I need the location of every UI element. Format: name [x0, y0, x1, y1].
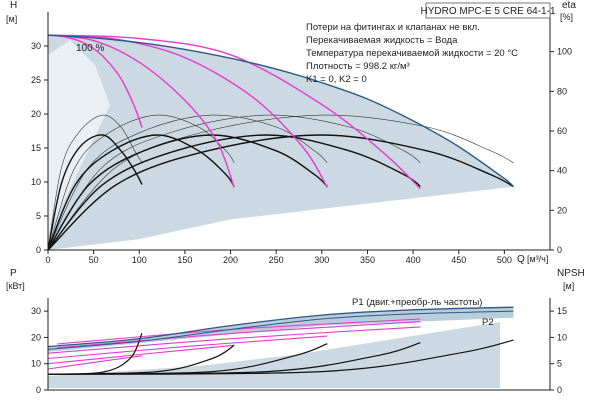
light-eff-curve [47, 114, 235, 251]
x-tick-label: 400 [406, 255, 421, 265]
pw-y-ticks: 0 10 20 30 [31, 306, 48, 395]
npsh-tick-label: 10 [557, 332, 567, 342]
y2-tick-label: 40 [557, 166, 567, 176]
x-tick-label: 200 [223, 255, 238, 265]
efficiency-curve [47, 134, 328, 251]
title-box [425, 2, 551, 19]
y-tick-label: 30 [31, 41, 41, 51]
p-tick-label: 0 [36, 385, 41, 395]
operating-envelope [48, 35, 514, 251]
power-curve [57, 321, 421, 349]
power-curve [47, 326, 421, 354]
power-chart: 0 10 20 30 0 5 10 15 P [кВт] NPSH [м] P1 (двиг… [6, 268, 585, 395]
efficiency-curve [47, 134, 421, 251]
power-curve [47, 344, 235, 365]
x-tick-label: 500 [497, 255, 512, 265]
power-lower-area [48, 322, 500, 388]
qh-y2label: eta [562, 0, 576, 11]
efficiency-curves [47, 134, 514, 251]
note-line: K1 = 0, K2 = 0 [306, 74, 367, 85]
x-tick-label: 300 [314, 255, 329, 265]
x-tick-label: 350 [360, 255, 375, 265]
y2-tick-label: 80 [557, 86, 567, 96]
note-line: Температура перекачиваемой жидкости = 20… [306, 48, 518, 59]
qh-yunit: [м] [6, 14, 17, 24]
x-tick-label: 150 [177, 255, 192, 265]
x-tick-label: 100 [132, 255, 147, 265]
qh-curves [47, 34, 421, 190]
envelope-light-wedge [48, 40, 110, 235]
envelope-upper-edge [47, 34, 515, 188]
light-eff-curve [47, 114, 143, 251]
pw-y2-ticks: 0 5 10 15 [550, 306, 567, 395]
note-line: Потери на фитингах и клапанах не вкл. [306, 22, 480, 33]
note-line: Плотность = 998.2 кг/м³ [306, 61, 410, 72]
p-tick-label: 30 [31, 306, 41, 316]
qh-xlabel: Q [517, 254, 525, 265]
p2-curve [47, 310, 514, 350]
y-tick-label: 5 [36, 211, 41, 221]
pw-yunit: [кВт] [6, 281, 25, 291]
efficiency-curve [47, 134, 143, 251]
power-curve [47, 335, 328, 360]
y-tick-label: 20 [31, 109, 41, 119]
p2-label: P2 [482, 317, 494, 328]
qh-curve [47, 34, 328, 188]
efficiency-curve [47, 134, 235, 251]
p1-curve [47, 306, 514, 348]
y2-tick-label: 20 [557, 205, 567, 215]
npsh-tick-label: 0 [557, 385, 562, 395]
qh-curve [47, 34, 421, 190]
y2-tick-label: 0 [557, 245, 562, 255]
qh-y2unit: [%] [560, 12, 573, 22]
y2-tick-label: 60 [557, 126, 567, 136]
qh-xunit: [м³/ч] [527, 254, 548, 264]
npsh-tick-label: 5 [557, 359, 562, 369]
efficiency-curve [47, 134, 514, 251]
pw-ylabel: P [10, 268, 17, 279]
qh-y2-ticks: 0 20 40 60 80 100 [550, 47, 572, 255]
x-tick-label: 450 [451, 255, 466, 265]
pump-title: HYDRO MPC-E 5 CRE 64-1-1 [420, 6, 555, 17]
qh-ylabel: H [10, 0, 17, 11]
light-eff-curve [47, 114, 421, 251]
x-tick-label: 0 [45, 255, 50, 265]
qh-y-ticks: 0 5 10 15 20 25 30 [31, 41, 48, 255]
speed-label: 100 % [76, 43, 104, 54]
light-eff-curve [47, 114, 514, 251]
notes: Потери на фитингах и клапанах не вкл. Пе… [306, 22, 518, 85]
y-tick-label: 15 [31, 143, 41, 153]
qh-chart: 0 50 100 150 200 250 300 350 400 450 500 051015202… [6, 0, 576, 265]
qh-curve [47, 34, 143, 128]
pw-y2unit: [м] [563, 281, 574, 291]
qh-x-ticks: 0 50 100 150 200 250 300 350 400 450 500 [45, 250, 512, 265]
power-band [48, 307, 514, 352]
x-tick-label: 250 [269, 255, 284, 265]
pw-y2label: NPSH [557, 268, 585, 279]
npsh-curves [47, 332, 514, 375]
p-tick-label: 10 [31, 359, 41, 369]
npsh-tick-label: 15 [557, 306, 567, 316]
note-line: Перекачиваемая жидкость = Вода [306, 35, 458, 46]
p-tick-label: 20 [31, 332, 41, 342]
p1-label: P1 (двиг.+преобр-ль частоты) [352, 297, 482, 308]
y-tick-label: 0 [36, 245, 41, 255]
qh-curve [47, 34, 235, 188]
y-tick-label: 10 [31, 177, 41, 187]
npsh-curve [47, 339, 514, 375]
y-tick-label: 25 [31, 75, 41, 85]
y2-tick-label: 100 [557, 47, 572, 57]
x-tick-label: 50 [89, 255, 99, 265]
